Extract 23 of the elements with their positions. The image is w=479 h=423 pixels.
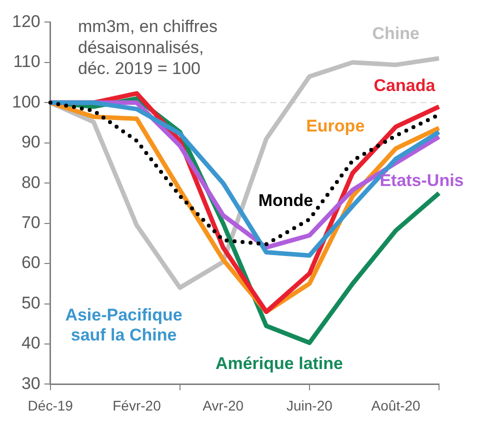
y-tick-label: 60 (21, 253, 40, 272)
x-tick-label: Déc-19 (28, 397, 74, 414)
x-tick-label: Févr-20 (112, 397, 162, 414)
series-label: Chine (372, 24, 420, 43)
x-tick-label: Avr-20 (202, 397, 244, 414)
y-tick-label: 50 (21, 293, 40, 312)
y-tick-label: 40 (21, 334, 40, 353)
y-tick-label: 110 (13, 52, 40, 72)
y-tick-label: 90 (21, 132, 40, 152)
y-tick-label: 30 (21, 374, 40, 393)
series-label: Canada (374, 76, 436, 96)
x-tick-label: Août-20 (371, 397, 421, 414)
series-label: Monde (258, 190, 314, 210)
x-tick-label: Juin-20 (286, 397, 333, 414)
text: Asie-Pacifique sauf la Chine (65, 306, 182, 345)
y-tick-label: 100 (12, 92, 40, 112)
y-tick-label: 70 (21, 213, 40, 232)
y-tick-label: 120 (12, 12, 40, 31)
series-label: États-Unis (380, 170, 464, 190)
series-label: Amérique latine (215, 354, 343, 373)
series-label: Europe (306, 116, 365, 136)
y-tick-label: 80 (21, 172, 40, 192)
annotation: mm3m, en chiffres désaisonnalisés, déc. 2019 = 100 (78, 16, 219, 79)
